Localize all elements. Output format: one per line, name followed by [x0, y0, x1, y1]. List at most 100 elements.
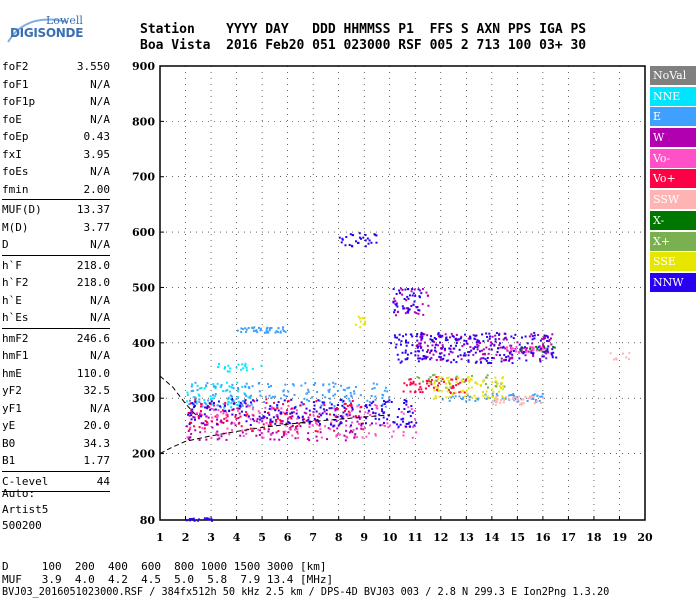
param-row: yF2 32.5 [2, 382, 110, 400]
data-point-vo- [335, 414, 338, 417]
data-point-x+ [503, 385, 506, 388]
data-point-nnw [340, 241, 343, 244]
data-point-w [198, 438, 201, 441]
data-point-ssw [512, 398, 515, 401]
data-point-vo+ [418, 388, 421, 391]
data-point-w [189, 436, 192, 439]
data-point-e [329, 401, 332, 404]
data-point-nnw [199, 415, 202, 418]
data-point-ssw [516, 398, 519, 401]
data-point-nnw [260, 417, 263, 420]
data-point-nnw [442, 357, 445, 360]
data-point-e [245, 328, 248, 331]
data-point-nnw [443, 354, 446, 357]
data-point-nnw [407, 341, 410, 344]
data-point-nnw [550, 352, 553, 355]
data-point-e [541, 392, 544, 395]
param-row: foEp 0.43 [2, 128, 110, 146]
data-point-nnw [274, 422, 277, 425]
data-point-nnw [474, 361, 477, 364]
data-point-vo- [245, 432, 248, 435]
data-point-w [435, 358, 438, 361]
data-point-nnw [485, 332, 488, 335]
data-point-vo- [338, 433, 341, 436]
data-point-nnw [531, 338, 534, 341]
data-point-sse [449, 383, 452, 386]
data-point-e [244, 386, 247, 389]
data-point-nnw [417, 350, 420, 353]
data-point-w [480, 349, 483, 352]
data-point-e [311, 396, 314, 399]
data-point-nnw [467, 354, 470, 357]
data-point-nnw [518, 343, 521, 346]
data-point-nnw [418, 357, 421, 360]
data-point-w [353, 436, 356, 439]
data-point-e [216, 404, 219, 407]
param-value: N/A [90, 401, 110, 415]
data-point-vo- [415, 431, 418, 434]
data-point-nnw [415, 335, 418, 338]
data-point-nnw [351, 408, 354, 411]
data-point-nne [216, 382, 219, 385]
data-point-nnw [240, 410, 243, 413]
data-point-e [341, 398, 344, 401]
data-point-nnw [411, 335, 414, 338]
data-point-e [190, 390, 193, 393]
data-point-e [284, 383, 287, 386]
data-point-nnw [249, 423, 252, 426]
data-point-vo+ [334, 415, 337, 418]
data-point-vo+ [190, 410, 193, 413]
data-point-nnw [430, 350, 433, 353]
data-point-vo- [296, 417, 299, 420]
y-tick-label: 400 [132, 337, 155, 350]
data-point-nnw [379, 424, 382, 427]
data-point-e [266, 326, 269, 329]
data-point-e [283, 394, 286, 397]
data-point-nnw [337, 403, 340, 406]
data-point-nnw [496, 351, 499, 354]
data-point-vo- [210, 436, 213, 439]
param-value: 246.6 [76, 331, 110, 345]
data-point-vo- [247, 416, 250, 419]
data-point-nnw [380, 404, 383, 407]
data-point-nnw [546, 339, 549, 342]
data-point-x- [546, 349, 549, 352]
data-point-nne [214, 387, 217, 390]
data-point-nnw [208, 402, 211, 405]
data-point-nnw [390, 342, 393, 345]
data-point-nnw [372, 412, 375, 415]
data-point-nnw [212, 401, 215, 404]
data-point-nnw [410, 352, 413, 355]
data-point-nnw [407, 422, 410, 425]
data-point-vo- [315, 422, 318, 425]
data-point-w [307, 432, 310, 435]
data-point-nnw [412, 303, 415, 306]
data-point-w [483, 353, 486, 356]
data-point-vo- [407, 406, 410, 409]
data-point-w [205, 438, 208, 441]
data-point-nnw [370, 422, 373, 425]
data-point-e [227, 396, 230, 399]
data-point-nne [209, 398, 212, 401]
y-tick-label: 800 [132, 115, 155, 128]
data-point-nnw [526, 342, 529, 345]
data-point-nnw [417, 288, 420, 291]
data-point-nnw [448, 347, 451, 350]
data-point-e [248, 386, 251, 389]
data-point-nnw [262, 415, 265, 418]
data-point-e [265, 329, 268, 332]
legend-item: SSW [650, 190, 696, 210]
data-point-vo- [369, 424, 372, 427]
data-point-e [515, 396, 518, 399]
data-point-w [345, 419, 348, 422]
data-point-vo+ [246, 413, 249, 416]
data-point-sse [497, 390, 500, 393]
data-point-e [371, 387, 374, 390]
data-point-vo+ [269, 423, 272, 426]
data-point-vo- [366, 412, 369, 415]
data-point-e [268, 327, 271, 330]
data-point-w [222, 421, 225, 424]
data-point-vo+ [336, 408, 339, 411]
y-tick-label: 200 [132, 448, 155, 461]
data-point-vo- [392, 430, 395, 433]
